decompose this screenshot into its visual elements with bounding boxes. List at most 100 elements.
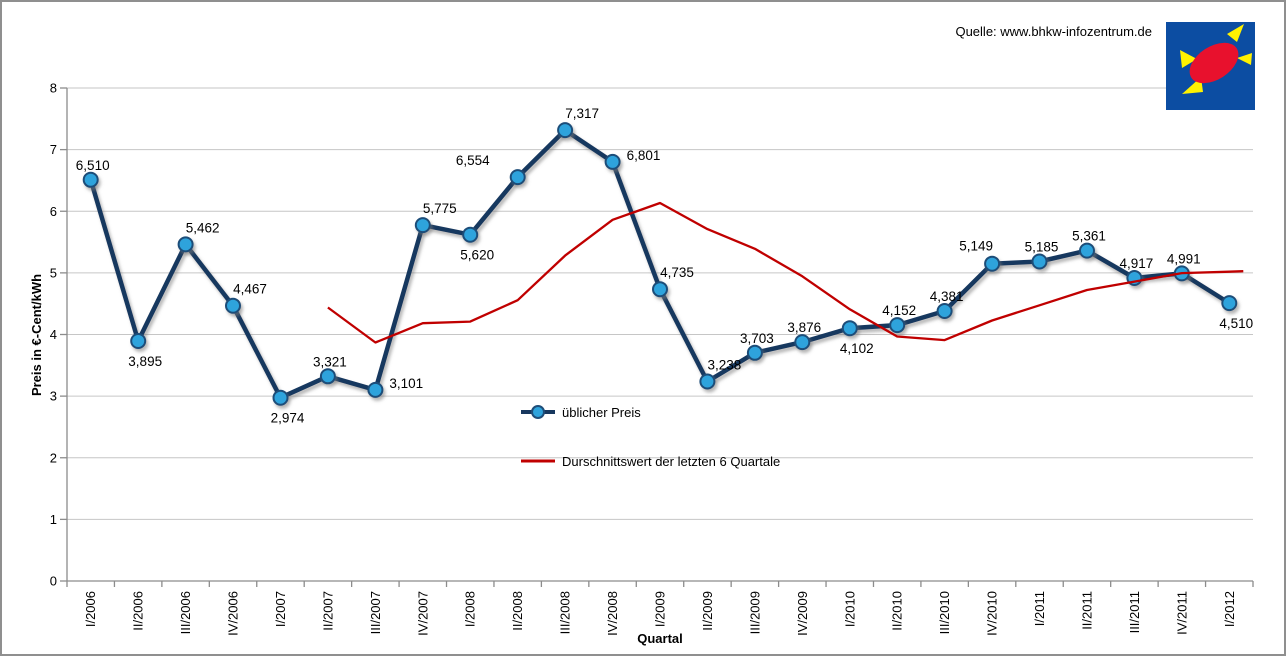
data-point-marker [984, 255, 1001, 272]
logo-triangle-top-right [1227, 24, 1244, 42]
x-tick-label: III/2009 [747, 591, 762, 634]
series-ueblicher-preis-markers [82, 122, 1238, 406]
red-line-swatch-icon [521, 459, 555, 463]
series-ueblicher-preis-line [88, 127, 1232, 400]
data-label: 4,381 [930, 289, 964, 304]
x-tick-label: III/2007 [368, 591, 383, 634]
data-point-marker [841, 320, 858, 337]
y-tick-label: 5 [50, 265, 57, 280]
x-tick-label: IV/2007 [415, 591, 430, 636]
data-labels: 6,510 3,895 5,462 4,467 2,974 3,321 3,101 5,775… [76, 106, 1253, 426]
x-tick-label: III/2010 [937, 591, 952, 634]
source-attribution: Quelle: www.bhkw-infozentrum.de [955, 24, 1152, 39]
x-tick-label: IV/2011 [1174, 591, 1189, 635]
data-label: 3,321 [313, 354, 347, 369]
x-tick-label: I/2008 [463, 591, 478, 627]
x-tick-label: I/2011 [1032, 591, 1047, 626]
data-label: 5,775 [423, 201, 457, 216]
data-label: 4,917 [1120, 256, 1154, 271]
data-label: 6,554 [456, 153, 490, 168]
data-label: 3,703 [740, 331, 774, 346]
data-point-marker [1079, 242, 1095, 259]
x-tick-label: I/2012 [1222, 591, 1237, 627]
data-point-marker [1031, 253, 1048, 270]
legend-label: Durschnittswert der letzten 6 Quartale [562, 453, 781, 469]
data-point-marker [1221, 295, 1238, 312]
data-label: 4,152 [882, 303, 916, 318]
x-tick-label: I/2006 [83, 591, 98, 627]
data-point-marker [509, 169, 526, 186]
data-label: 5,185 [1025, 240, 1059, 255]
data-point-marker [746, 344, 763, 361]
y-tick-label: 7 [50, 142, 57, 157]
axes [60, 87, 1254, 587]
data-label: 5,149 [959, 239, 993, 254]
data-point-marker [177, 236, 194, 253]
y-tick-label: 6 [50, 204, 57, 219]
data-point-marker [462, 226, 479, 243]
data-label: 3,876 [787, 320, 821, 335]
data-label: 5,462 [186, 220, 220, 235]
x-tick-label: II/2010 [890, 591, 905, 631]
data-point-marker [272, 389, 289, 406]
legend-label: üblicher Preis [562, 404, 641, 420]
x-tick-labels: I/2006 II/2006 III/2006 IV/2006 I/2007 II/200… [83, 591, 1237, 636]
x-tick-label: I/2010 [842, 591, 857, 627]
data-point-marker [367, 381, 384, 398]
data-point-marker [604, 153, 621, 170]
y-tick-labels: 0 1 2 3 4 5 6 7 8 [50, 81, 57, 589]
y-tick-label: 8 [50, 81, 57, 96]
gridlines [67, 87, 1253, 520]
data-point-marker [82, 171, 99, 188]
data-label: 5,620 [460, 248, 494, 263]
bhkw-infozentrum-logo [1166, 22, 1255, 110]
data-point-marker [794, 334, 811, 351]
y-tick-label: 0 [50, 574, 57, 589]
data-label: 4,510 [1219, 316, 1253, 331]
x-tick-label: III/2006 [178, 591, 193, 634]
x-tick-label: II/2006 [131, 591, 146, 631]
y-tick-label: 2 [50, 450, 57, 465]
legend-item-durchschnittswert: Durschnittswert der letzten 6 Quartale [521, 453, 780, 469]
y-tick-label: 1 [50, 512, 57, 527]
x-tick-label: I/2007 [273, 591, 288, 627]
x-tick-label: II/2011 [1079, 591, 1094, 630]
data-label: 6,510 [76, 158, 110, 173]
x-tick-label: III/2008 [558, 591, 573, 634]
data-label: 4,467 [233, 282, 267, 297]
data-label: 3,895 [128, 354, 162, 369]
logo-red-ellipse [1189, 42, 1239, 84]
y-tick-label: 4 [50, 327, 57, 342]
data-point-marker [225, 297, 241, 314]
y-tick-label: 3 [50, 389, 57, 404]
data-point-marker [889, 317, 906, 334]
x-tick-label: I/2009 [653, 591, 668, 627]
data-point-marker [936, 303, 953, 319]
y-axis-title: Preis in €-Cent/kWh [29, 273, 44, 397]
data-point-marker [699, 373, 716, 390]
data-label: 2,974 [271, 411, 305, 426]
data-label: 7,317 [565, 106, 599, 121]
legend-item-ueblicher-preis: üblicher Preis [521, 404, 641, 420]
logo-triangle-left [1180, 50, 1197, 68]
data-label: 4,991 [1167, 251, 1201, 266]
x-tick-label: IV/2009 [795, 591, 810, 636]
x-tick-label: II/2007 [320, 591, 335, 631]
legend-marker-swatch [531, 405, 545, 419]
data-point-marker [414, 217, 431, 234]
x-tick-label: II/2009 [700, 591, 715, 631]
data-label: 6,801 [627, 148, 661, 163]
data-point-marker [557, 122, 574, 139]
data-point-marker [319, 368, 336, 385]
blue-line-marker-swatch-icon [521, 405, 555, 419]
data-label: 3,238 [708, 358, 742, 373]
data-point-marker [130, 333, 147, 349]
data-label: 4,102 [840, 341, 874, 356]
data-label: 3,101 [389, 376, 423, 391]
x-axis-title: Quartal [637, 631, 683, 646]
x-tick-label: IV/2008 [605, 591, 620, 636]
logo-triangle-right [1237, 53, 1252, 65]
data-label: 4,735 [660, 265, 694, 280]
